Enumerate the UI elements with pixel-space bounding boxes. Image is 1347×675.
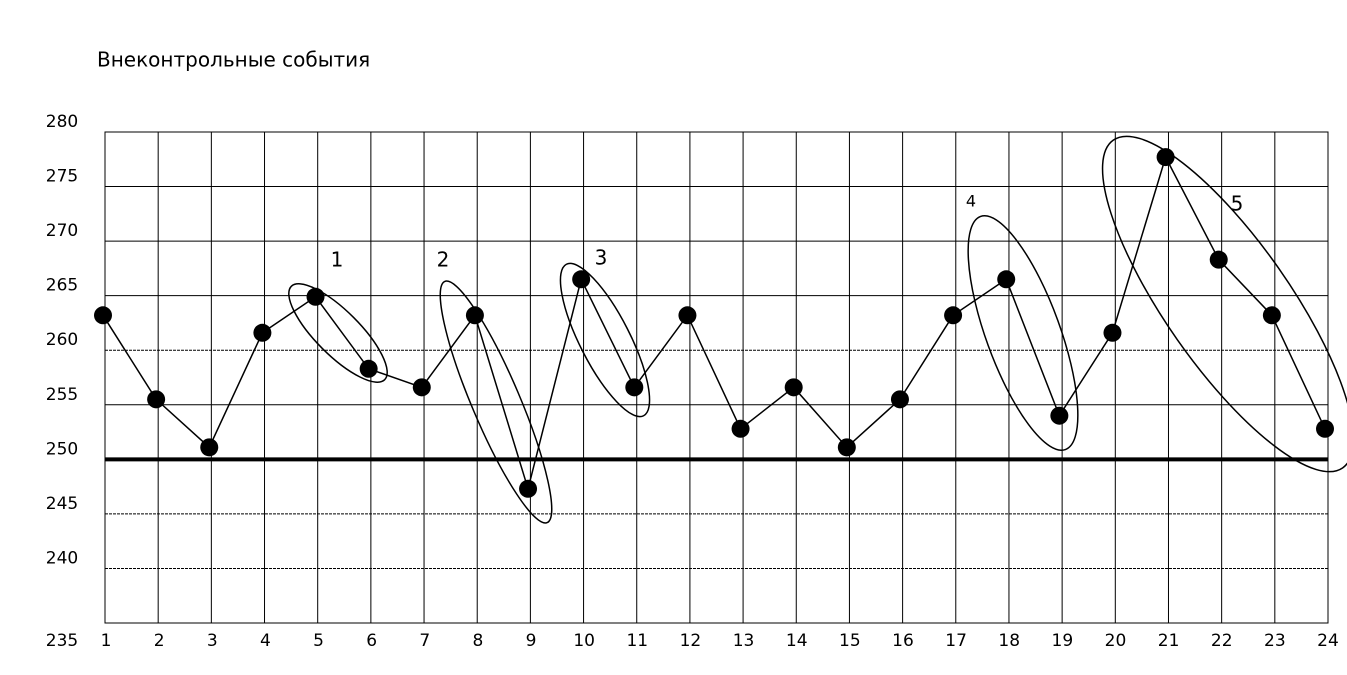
data-point bbox=[890, 390, 909, 409]
data-point bbox=[1050, 406, 1069, 425]
x-tick-label: 8 bbox=[472, 631, 483, 651]
x-tick-label: 4 bbox=[260, 631, 271, 651]
data-point bbox=[1209, 250, 1228, 269]
x-tick-label: 11 bbox=[626, 631, 648, 651]
y-tick-label: 280 bbox=[46, 112, 78, 132]
chart-title: Внеконтрольные события bbox=[97, 48, 370, 72]
x-tick-label: 16 bbox=[892, 631, 914, 651]
x-tick-label: 22 bbox=[1211, 631, 1233, 651]
data-point bbox=[253, 323, 272, 342]
x-tick-label: 1 bbox=[101, 631, 112, 651]
y-tick-label: 255 bbox=[46, 385, 78, 405]
x-tick-label: 2 bbox=[154, 631, 165, 651]
data-point bbox=[412, 378, 431, 397]
x-tick-label: 13 bbox=[733, 631, 755, 651]
x-tick-label: 3 bbox=[207, 631, 218, 651]
data-point bbox=[1156, 148, 1175, 167]
data-point bbox=[997, 270, 1016, 289]
x-tick-label: 12 bbox=[680, 631, 702, 651]
annotation-label: 3 bbox=[595, 246, 608, 270]
annotation-ellipse bbox=[288, 283, 388, 383]
y-tick-label: 260 bbox=[46, 330, 78, 350]
data-point bbox=[678, 306, 697, 325]
y-tick-label: 245 bbox=[46, 494, 78, 514]
data-point bbox=[200, 438, 219, 457]
data-point bbox=[944, 306, 963, 325]
x-tick-label: 21 bbox=[1158, 631, 1180, 651]
y-tick-label: 275 bbox=[46, 167, 78, 187]
x-tick-label: 23 bbox=[1264, 631, 1286, 651]
x-tick-label: 10 bbox=[573, 631, 595, 651]
data-point bbox=[1103, 323, 1122, 342]
series-line bbox=[102, 155, 1326, 492]
data-point bbox=[731, 419, 750, 438]
annotation-ellipse bbox=[439, 280, 553, 524]
x-tick-label: 24 bbox=[1317, 631, 1339, 651]
x-tick-label: 18 bbox=[998, 631, 1020, 651]
annotation-ellipse bbox=[1101, 135, 1347, 473]
data-point bbox=[572, 270, 591, 289]
annotation-ellipse bbox=[559, 262, 651, 418]
y-tick-label: 270 bbox=[46, 221, 78, 241]
y-tick-label: 240 bbox=[46, 548, 78, 568]
data-point bbox=[465, 306, 484, 325]
annotation-label: 5 bbox=[1231, 192, 1244, 216]
annotation-label: 4 bbox=[966, 192, 976, 211]
data-point bbox=[625, 378, 644, 397]
data-point bbox=[94, 306, 112, 325]
x-tick-label: 7 bbox=[419, 631, 430, 651]
x-tick-label: 15 bbox=[839, 631, 861, 651]
y-tick-label: 265 bbox=[46, 276, 78, 296]
annotation-label: 2 bbox=[437, 248, 450, 272]
x-tick-label: 14 bbox=[786, 631, 808, 651]
annotation-label: 1 bbox=[331, 248, 344, 272]
annotation-ellipse bbox=[967, 215, 1079, 451]
data-point bbox=[1316, 419, 1334, 438]
x-tick-label: 9 bbox=[526, 631, 537, 651]
x-tick-label: 6 bbox=[366, 631, 377, 651]
data-point bbox=[359, 359, 378, 378]
data-point bbox=[306, 287, 325, 306]
data-point bbox=[147, 390, 166, 409]
x-tick-label: 5 bbox=[313, 631, 324, 651]
x-tick-label: 20 bbox=[1105, 631, 1127, 651]
data-point bbox=[784, 378, 803, 397]
data-point bbox=[1262, 306, 1281, 325]
y-tick-label: 235 bbox=[46, 631, 78, 651]
x-tick-label: 19 bbox=[1052, 631, 1074, 651]
y-tick-label: 250 bbox=[46, 439, 78, 459]
data-point bbox=[837, 438, 856, 457]
data-point bbox=[519, 479, 538, 498]
x-tick-label: 17 bbox=[945, 631, 967, 651]
